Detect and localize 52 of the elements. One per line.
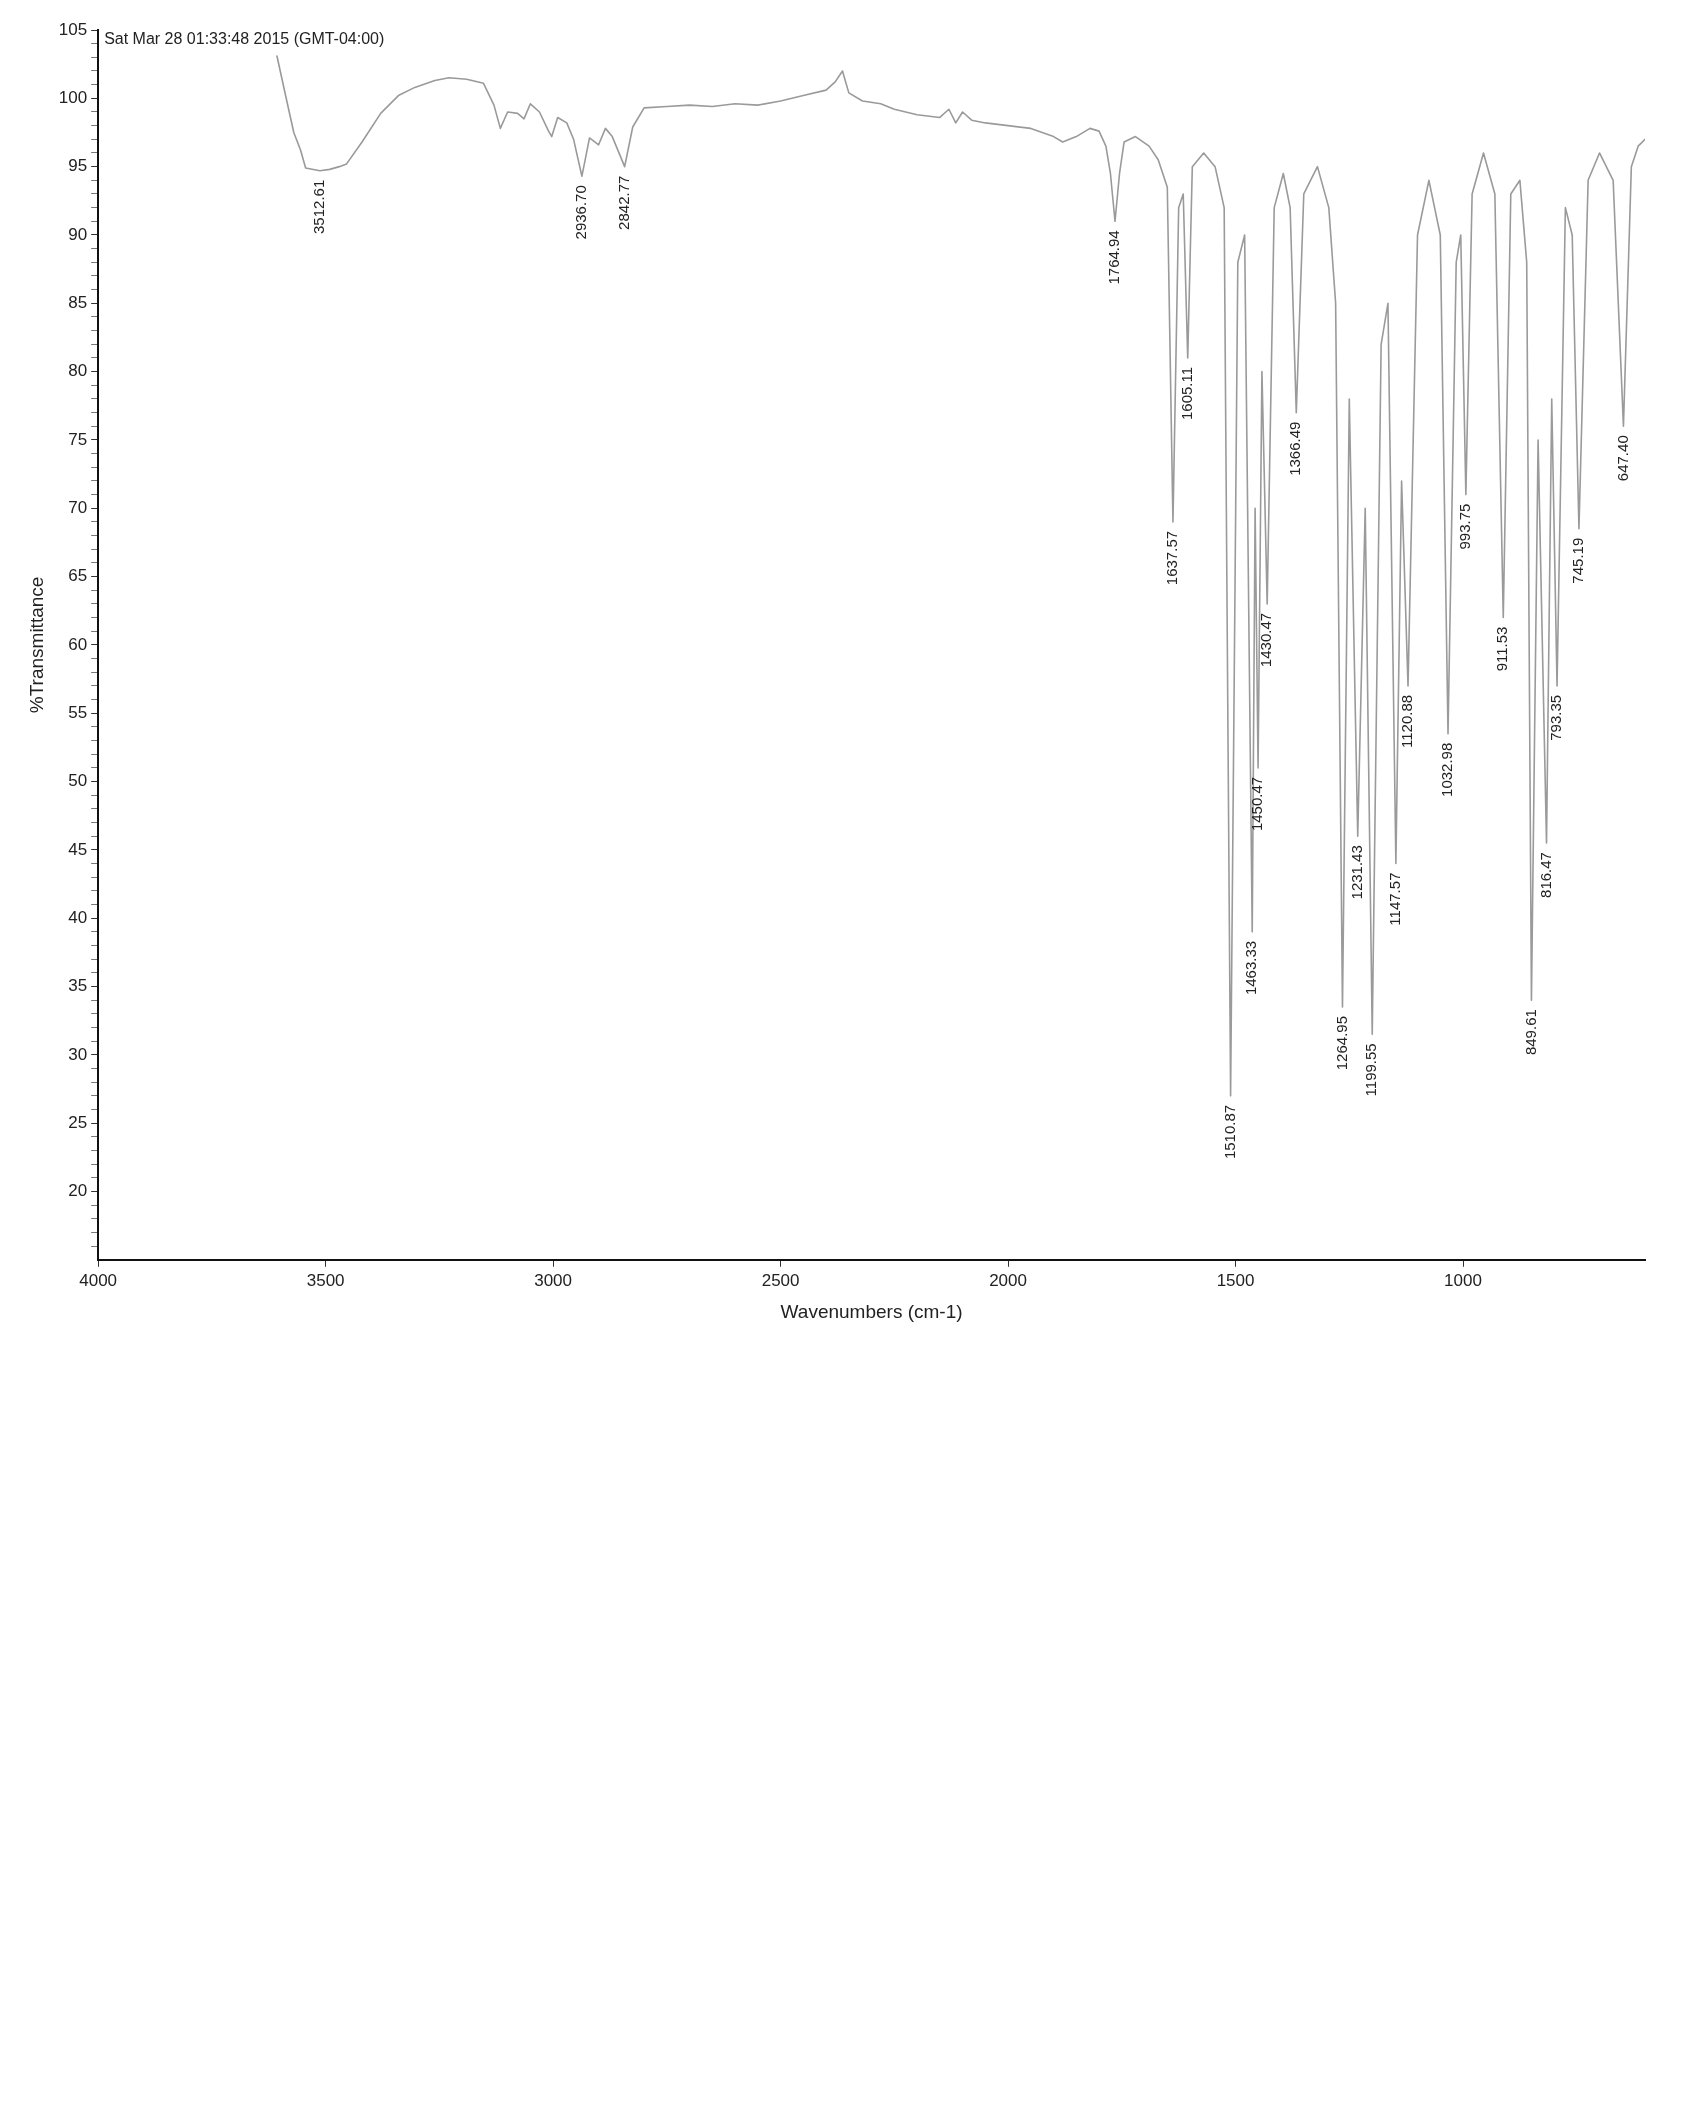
x-tick-label: 3000 (534, 1270, 573, 1290)
y-tick-label: 25 (68, 1112, 88, 1132)
annotation: 816.47 (1536, 852, 1554, 898)
y-tick-label: 65 (68, 566, 88, 586)
annotation: 1637.57 (1163, 530, 1181, 586)
annotation: 1463.33 (1242, 940, 1260, 996)
annotation: 1199.55 (1362, 1043, 1380, 1097)
y-tick-label: 95 (68, 156, 88, 176)
annotation: 745.19 (1569, 537, 1587, 584)
y-tick-label: 55 (68, 702, 88, 722)
annotation: 1510.87 (1220, 1104, 1238, 1160)
y-tick-label: 80 (68, 361, 88, 381)
annotation: 647.40 (1613, 435, 1631, 482)
annotation: 849.61 (1521, 1009, 1539, 1056)
annotation: 1231.43 (1347, 845, 1365, 900)
annotation: 1120.88 (1398, 694, 1416, 748)
y-tick-label: 105 (58, 19, 88, 39)
annotation: 1032.98 (1438, 742, 1456, 797)
y-tick-label: 20 (68, 1181, 88, 1201)
y-tick-label: 35 (68, 976, 88, 996)
y-tick-label: 85 (68, 292, 88, 312)
annotation: 911.53 (1493, 626, 1511, 672)
annotation: 2842.77 (614, 175, 632, 230)
annotation: 1430.47 (1257, 612, 1275, 668)
y-tick-label: 50 (68, 771, 88, 791)
x-tick-label: 1000 (1444, 1270, 1482, 1290)
y-tick-label: 90 (68, 224, 88, 244)
annotation: 1147.57 (1386, 872, 1404, 926)
chart-title: Sat Mar 28 01:33:48 2015 (GMT-04:00) (104, 30, 385, 48)
annotation: 1366.49 (1286, 421, 1304, 476)
annotation: 3512.61 (310, 179, 328, 234)
x-axis-title: Wavenumbers (cm-1) (780, 1300, 963, 1322)
y-tick-label: 30 (68, 1044, 88, 1064)
x-tick-label: 2000 (989, 1270, 1027, 1290)
x-tick-label: 4000 (79, 1270, 118, 1290)
y-tick-label: 100 (58, 88, 88, 108)
annotation: 993.75 (1456, 503, 1473, 550)
annotation: 1264.95 (1332, 1016, 1350, 1071)
y-tick-label: 75 (68, 429, 88, 449)
annotation: 793.35 (1547, 694, 1565, 741)
x-tick-label: 1500 (1216, 1270, 1255, 1290)
y-tick-label: 40 (68, 907, 88, 927)
y-tick-label: 60 (68, 634, 88, 654)
annotation: 2936.70 (572, 185, 590, 240)
x-tick-label: 2500 (761, 1270, 800, 1290)
annotation: 1450.47 (1248, 776, 1266, 832)
annotation: 1605.11 (1177, 366, 1195, 421)
annotation: 1764.94 (1105, 230, 1123, 285)
x-tick-label: 3500 (306, 1270, 345, 1290)
y-tick-label: 70 (68, 497, 88, 517)
y-axis-title: %Transmittance (25, 576, 47, 714)
y-tick-label: 45 (68, 839, 88, 859)
